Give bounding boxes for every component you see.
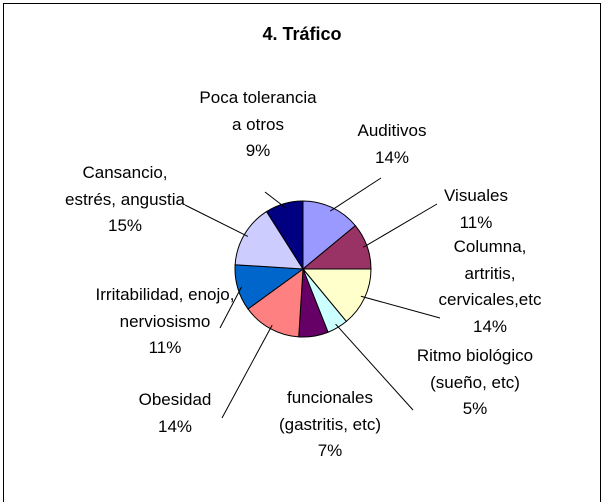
slice-label: Obesidad 14% [120,387,230,440]
leader-line [360,295,441,319]
value-label: 14% [472,316,508,336]
leader-line [264,191,286,208]
slice-label: Cansancio, estrés, angustia 15% [65,160,185,240]
slice-label: Ritmo biológico (sueño, etc) 5% [415,343,535,423]
slice-label: Poca tolerancia a otros 9% [198,85,318,165]
slice-label: Auditivos 14% [332,118,452,171]
value-label: 15% [107,216,143,235]
value-label: 7% [317,441,343,460]
slice-label: Columna, artritis, cervicales,etc 14% [435,234,545,340]
category-label: Ritmo biológico (sueño, etc) [416,346,534,392]
chart-frame [3,3,601,502]
category-label: Cansancio, estrés, angustia [65,163,186,209]
pie-slice [302,200,357,271]
value-label: 11% [459,212,493,232]
chart-title: 4. Tráfico [262,24,342,44]
slice-label: funcionales (gastritis, etc) 7% [265,385,395,465]
category-label: Visuales [444,186,508,205]
slice-label: Irritabilidad, enojo, nerviosismo 11% [90,282,240,362]
category-label: Columna, artritis, cervicales,etc [438,237,542,309]
leader-line [335,323,414,411]
value-label: 5% [462,399,488,418]
pie-slice [265,200,304,271]
category-label: Poca tolerancia a otros [199,88,317,134]
pie-slice [301,268,372,323]
category-label: Irritabilidad, enojo, nerviosismo [95,285,235,331]
leader-line [362,203,438,248]
value-label: 14% [374,147,410,167]
value-label: 11% [148,338,182,357]
leader-line [219,286,242,329]
value-label: 14% [157,416,193,436]
category-label: Auditivos [357,121,427,140]
leader-line [329,177,382,212]
leader-line [184,204,249,237]
leader-line [221,324,273,419]
slice-label: Visuales 11% [426,183,526,236]
category-label: funcionales (gastritis, etc) [278,388,382,434]
category-label: Obesidad [138,390,212,409]
value-label: 9% [245,141,271,160]
